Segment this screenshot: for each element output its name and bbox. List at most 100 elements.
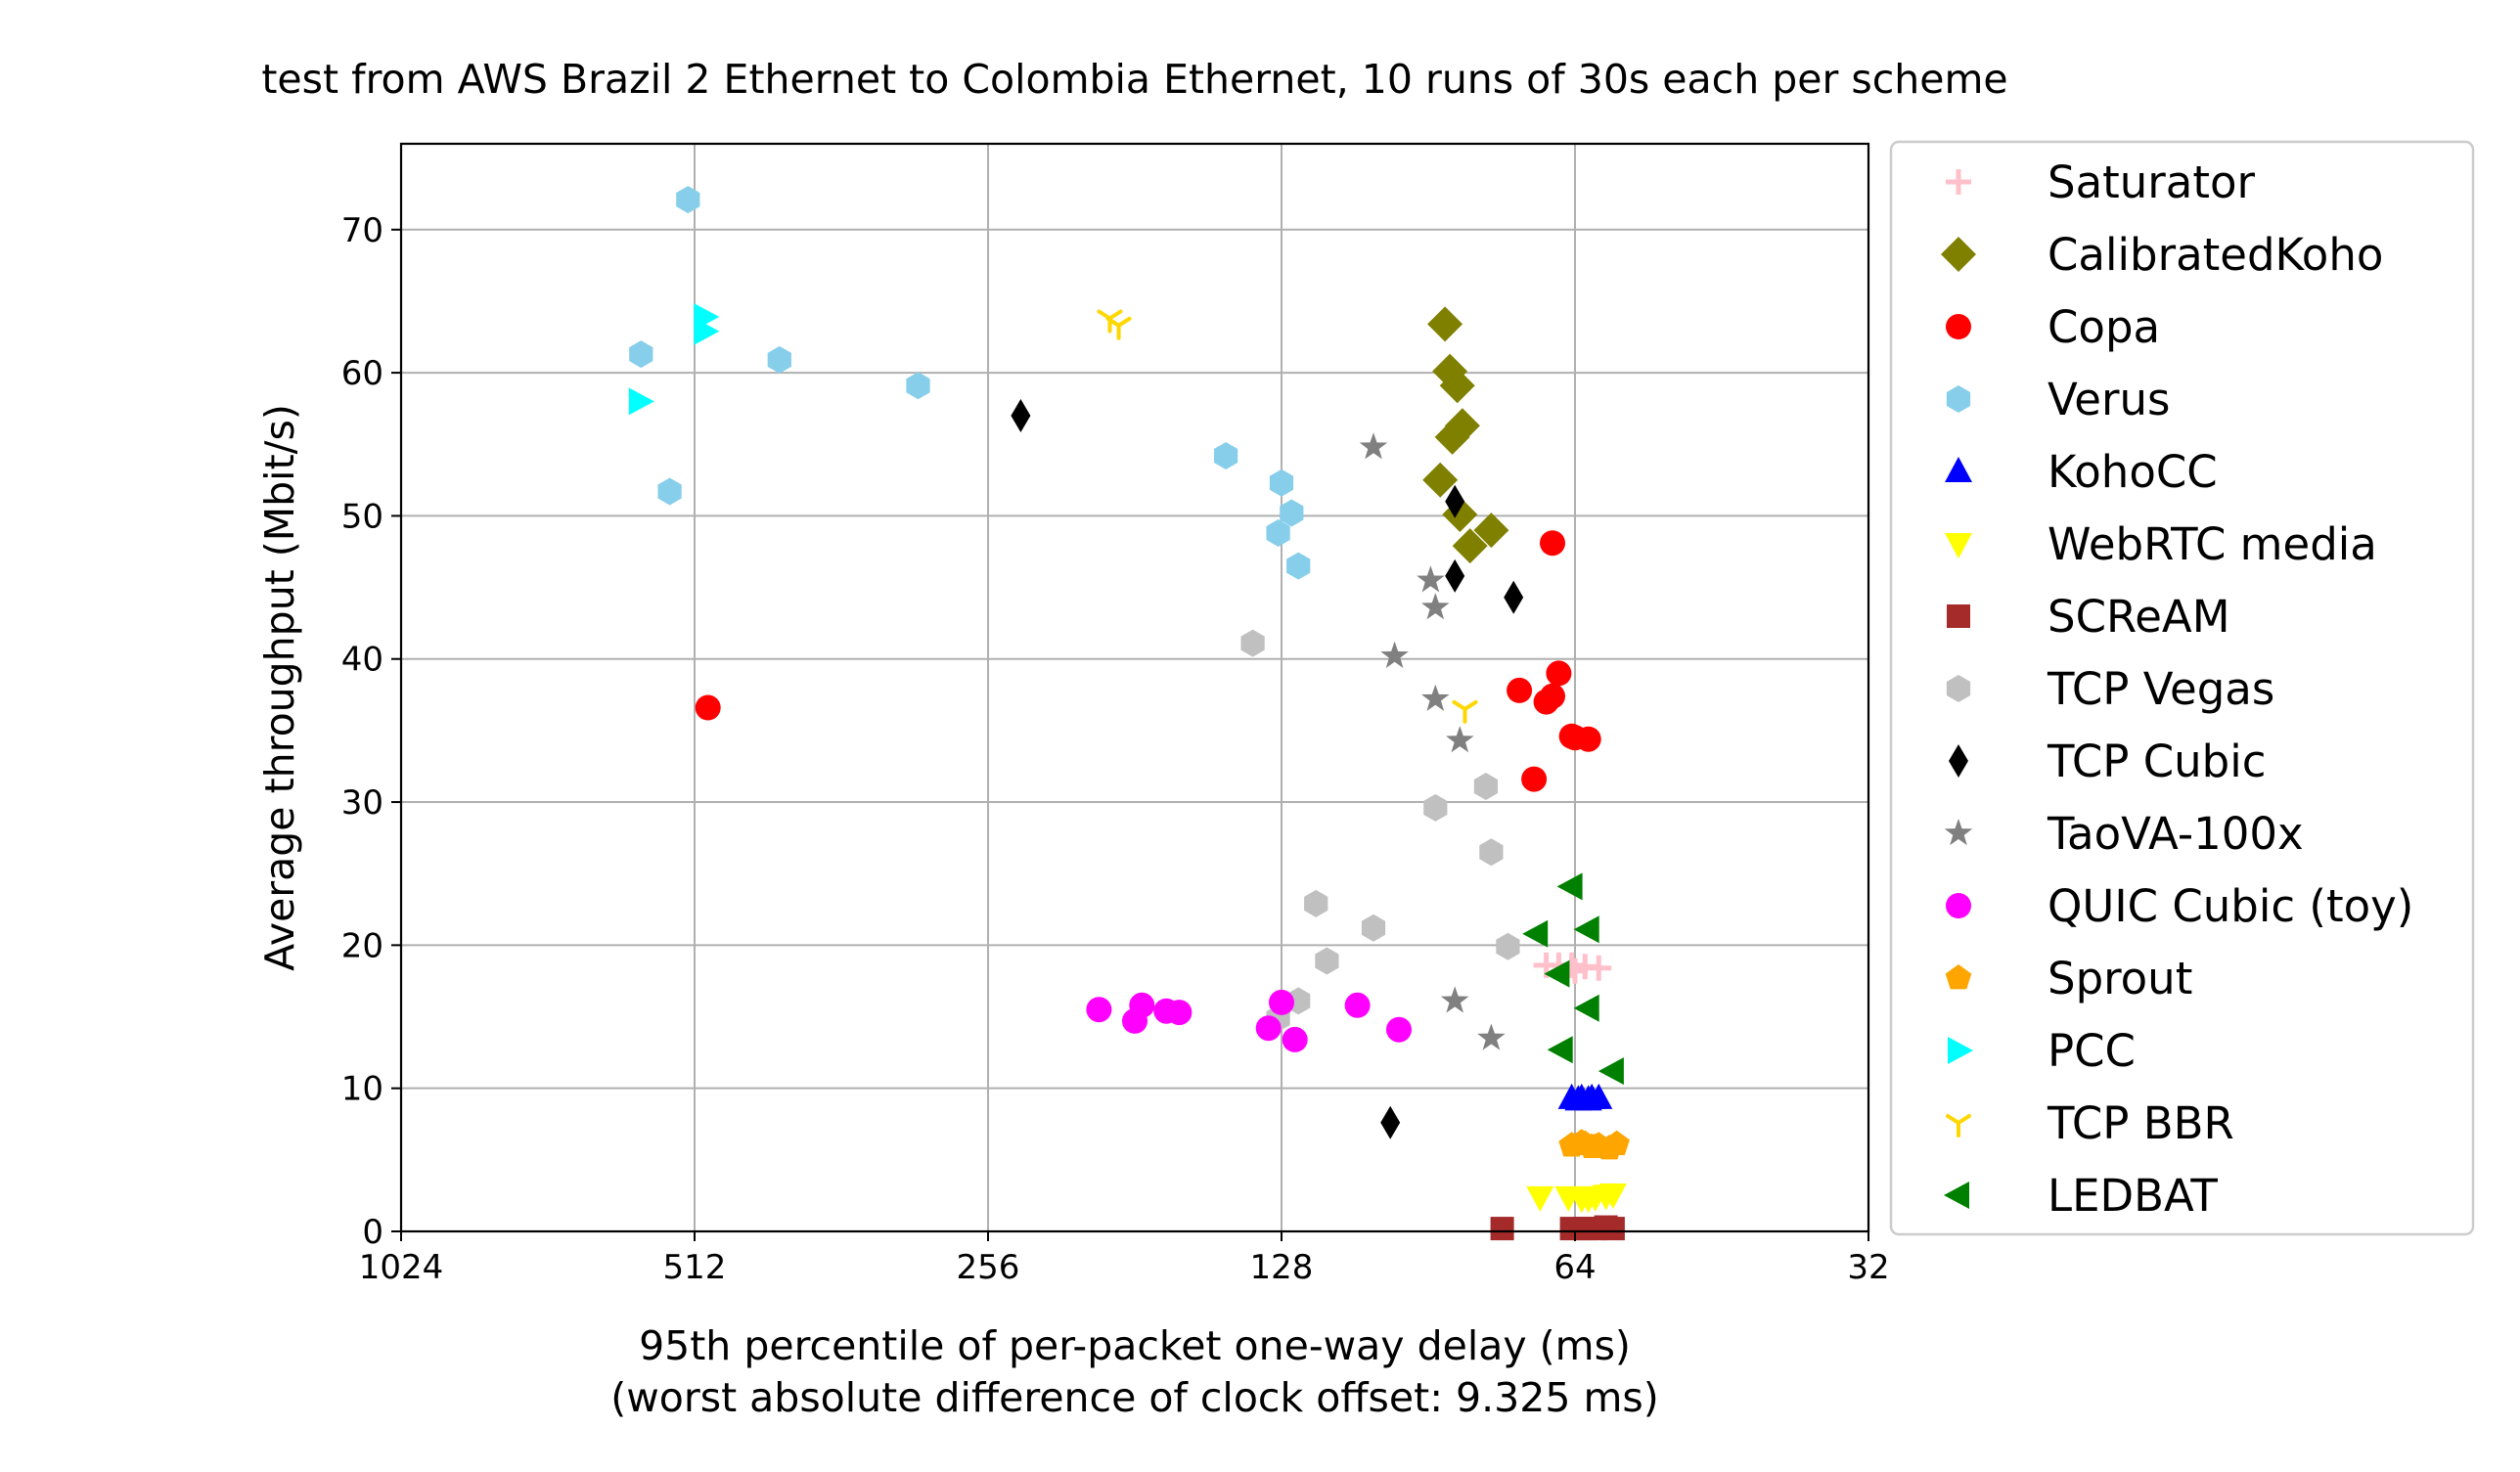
legend-entry-label: TCP BBR <box>2047 1097 2234 1149</box>
x-axis-label-2: (worst absolute difference of clock offs… <box>610 1374 1659 1421</box>
data-point <box>1444 408 1480 444</box>
legend-entry-label: SCReAM <box>2048 591 2230 643</box>
data-point <box>1427 306 1463 342</box>
data-point <box>695 694 721 721</box>
legend-entry-label: TCP Cubic <box>2047 736 2266 787</box>
legend-entry-label: WebRTC media <box>2048 518 2377 570</box>
data-point <box>1421 684 1450 711</box>
data-point <box>1166 1000 1192 1026</box>
legend-marker <box>1944 1182 1969 1209</box>
data-point <box>1255 1015 1282 1042</box>
y-tick-label: 20 <box>341 926 383 965</box>
x-tick-label: 1024 <box>359 1248 444 1287</box>
legend-marker <box>1946 314 1971 339</box>
legend-marker <box>1946 385 1971 413</box>
data-point <box>1547 1036 1573 1064</box>
data-point <box>1573 1217 1598 1241</box>
plot-frame <box>399 142 1870 1233</box>
data-point <box>1479 838 1504 867</box>
legend-entry-label: QUIC Cubic (toy) <box>2048 880 2413 932</box>
x-tick-label: 512 <box>663 1248 727 1287</box>
data-point <box>1269 989 1294 1015</box>
y-tick-label: 0 <box>362 1213 383 1252</box>
data-point <box>1266 519 1290 547</box>
legend-marker <box>1945 964 1972 990</box>
y-tick-label: 40 <box>341 641 383 680</box>
legend-marker <box>1944 819 1973 846</box>
data-point <box>1477 1023 1506 1050</box>
y-tick-label: 50 <box>341 497 383 536</box>
data-point <box>1452 528 1488 564</box>
data-point <box>1556 872 1583 901</box>
data-point <box>1359 432 1388 460</box>
data-point <box>1598 1057 1624 1086</box>
legend-marker <box>1947 604 1970 628</box>
legend-entry-label: TCP Vegas <box>2047 663 2274 715</box>
legend-entry-label: Sprout <box>2048 953 2192 1004</box>
legend-marker <box>1946 1114 1971 1137</box>
data-point <box>1586 955 1612 981</box>
data-point <box>694 317 720 345</box>
data-point <box>1011 399 1031 432</box>
data-point <box>1490 1217 1514 1241</box>
legend-entry-label: LEDBAT <box>2048 1170 2218 1222</box>
data-point <box>1269 468 1294 497</box>
data-point <box>767 345 791 374</box>
data-point <box>1315 947 1339 975</box>
legend-marker <box>1949 744 1968 778</box>
x-axis: 1024 512 256 128 64 32 <box>359 1231 1890 1287</box>
data-point <box>1507 677 1533 703</box>
x-tick-label: 64 <box>1553 1248 1596 1287</box>
data-point <box>1562 725 1588 751</box>
data-point <box>1526 1185 1554 1212</box>
y-axis-label: Average throughput (Mbit/s) <box>256 404 303 971</box>
x-tick-label: 256 <box>957 1248 1020 1287</box>
data-point <box>1421 593 1450 620</box>
data-point <box>629 340 653 369</box>
data-point <box>1522 919 1549 948</box>
data-point <box>1240 629 1265 657</box>
y-tick-label: 10 <box>341 1070 383 1109</box>
data-point <box>1603 1130 1630 1156</box>
data-point <box>1582 1133 1609 1159</box>
y-tick-label: 60 <box>341 354 383 393</box>
data-point <box>1282 1026 1308 1052</box>
y-tick-label: 70 <box>341 211 383 250</box>
y-tick-label: 30 <box>341 783 383 823</box>
data-point <box>1440 986 1469 1013</box>
data-point <box>657 477 682 506</box>
data-point <box>1504 580 1524 614</box>
legend-marker <box>1945 533 1972 558</box>
data-point <box>1446 726 1474 753</box>
y-axis: 0 10 20 30 40 50 60 70 <box>341 211 401 1252</box>
data-point <box>1600 1217 1625 1241</box>
legend-entry-label: TaoVA-100x <box>2047 808 2304 860</box>
x-tick-label: 128 <box>1250 1248 1314 1287</box>
data-point <box>1540 530 1565 557</box>
x-axis-label: 95th percentile of per-packet one-way de… <box>639 1322 1631 1369</box>
data-point <box>1598 1183 1627 1209</box>
chart-title: test from AWS Brazil 2 Ethernet to Colom… <box>261 56 2007 103</box>
data-point <box>906 372 930 400</box>
points <box>628 186 1630 1241</box>
data-point <box>1286 552 1311 580</box>
data-point <box>1213 442 1238 469</box>
data-point <box>1452 699 1478 724</box>
legend-marker <box>1941 237 1976 272</box>
data-point <box>1280 499 1304 527</box>
legend-marker <box>1946 169 1971 195</box>
data-point <box>1574 1187 1602 1214</box>
data-point <box>1417 565 1445 593</box>
data-point <box>1380 1105 1401 1139</box>
legend-marker <box>1946 675 1971 702</box>
legend-marker <box>1945 457 1972 482</box>
grid <box>400 144 1869 1232</box>
legend-entry-label: CalibratedKoho <box>2048 229 2383 281</box>
data-point <box>1573 994 1599 1022</box>
data-point <box>1544 959 1570 988</box>
legend-frame <box>1889 140 2475 1236</box>
data-point <box>676 186 700 214</box>
data-point <box>1445 558 1465 593</box>
legend-entry-label: Saturator <box>2048 156 2256 208</box>
